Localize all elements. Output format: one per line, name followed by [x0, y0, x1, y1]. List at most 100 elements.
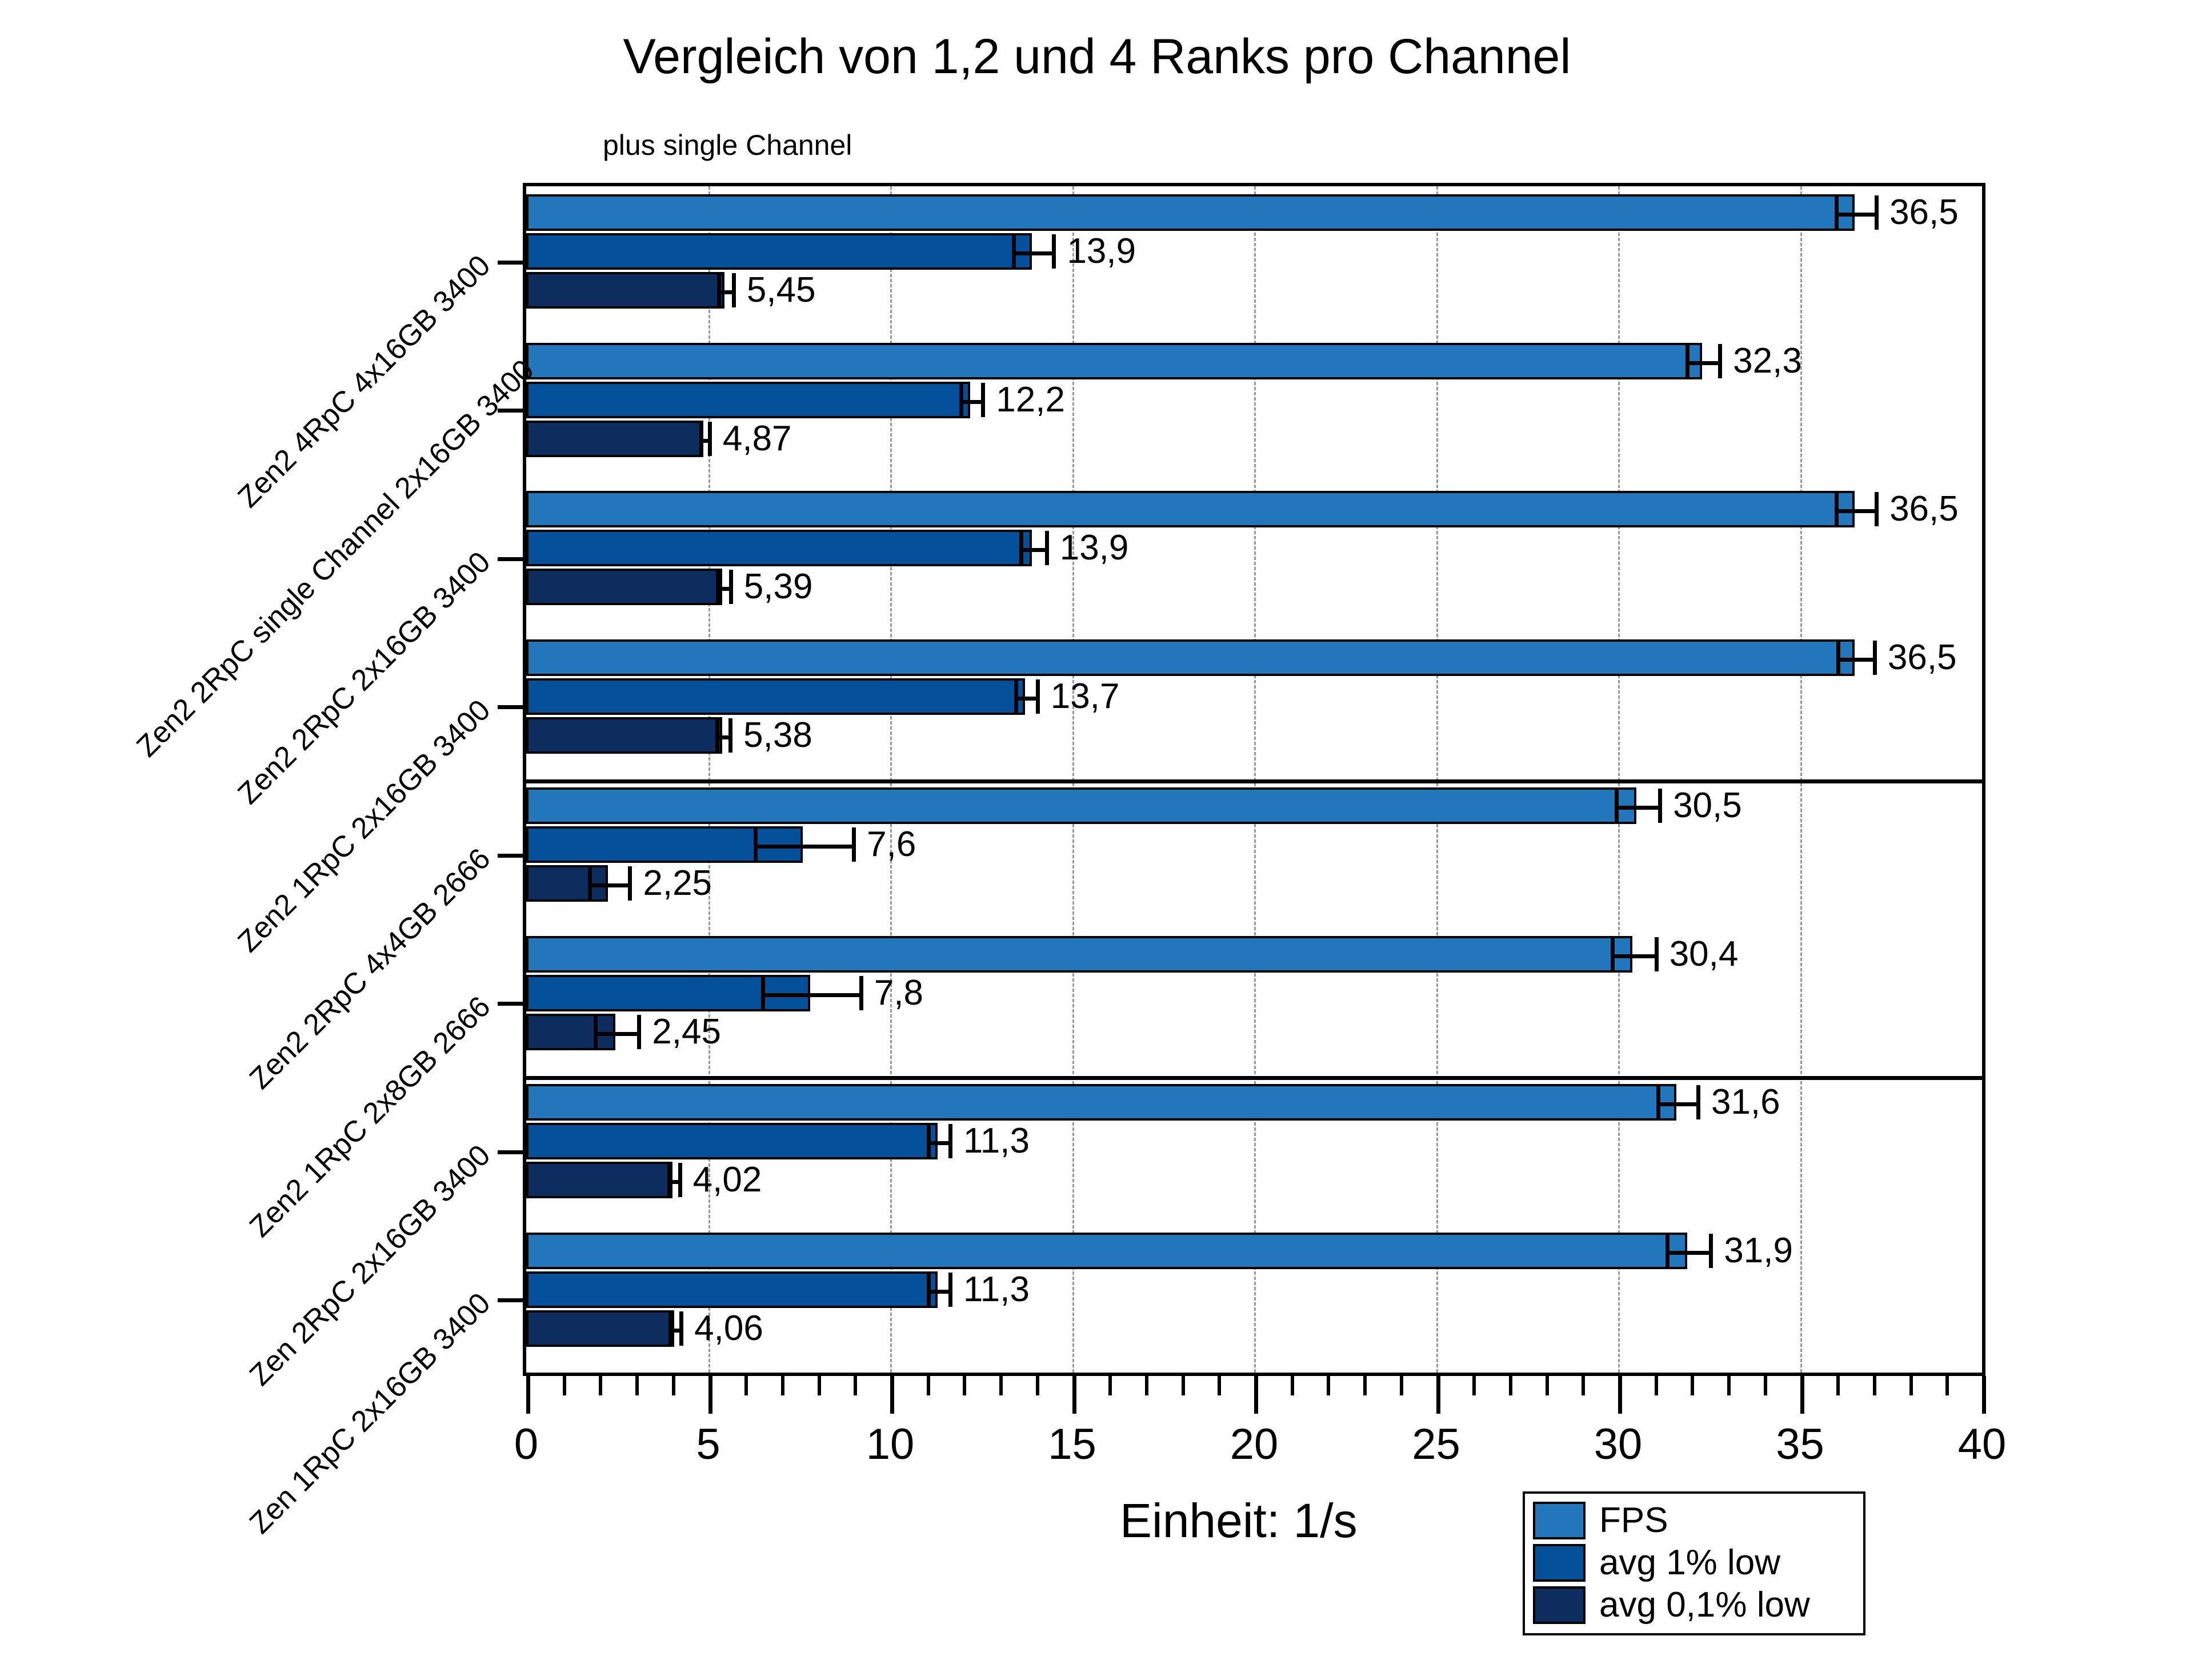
error-cap-lower: [593, 1014, 598, 1049]
x-tick-minor: [1909, 1376, 1913, 1395]
error-cap-lower: [717, 273, 722, 307]
bar-fps-7: [526, 1232, 1688, 1269]
data-label: 12,2: [996, 379, 1065, 419]
error-cap-upper: [1696, 1085, 1700, 1119]
x-tick-label: 15: [1048, 1420, 1096, 1469]
x-tick-minor: [1290, 1376, 1294, 1395]
error-cap-lower: [1656, 1085, 1660, 1119]
error-cap-lower: [926, 1272, 931, 1307]
error-bar: [926, 1141, 948, 1145]
error-cap-lower: [926, 1124, 931, 1158]
error-bar: [593, 1031, 638, 1036]
error-cap-upper: [1872, 640, 1877, 675]
data-label: 4,06: [694, 1308, 763, 1348]
error-cap-upper: [1052, 234, 1056, 269]
bar-fps-2: [526, 491, 1855, 527]
x-tick-label: 10: [866, 1420, 915, 1469]
error-cap-upper: [637, 1014, 642, 1049]
error-bar: [699, 438, 708, 443]
error-bar: [1835, 509, 1875, 513]
x-tick-minor: [1836, 1376, 1840, 1395]
bar-avg-0-1-low-2: [526, 569, 723, 605]
y-tick: [498, 557, 523, 561]
error-bar: [1835, 213, 1875, 217]
legend-item: avg 0,1% low: [1533, 1584, 1855, 1626]
x-tick-minor: [1108, 1376, 1112, 1395]
error-bar: [668, 1328, 680, 1333]
error-cap-lower: [1019, 531, 1024, 565]
error-cap-lower: [1614, 789, 1619, 823]
legend-label: FPS: [1599, 1501, 1668, 1540]
x-tick-minor: [562, 1376, 566, 1395]
x-tick-minor: [744, 1376, 748, 1395]
x-tick-major: [1436, 1376, 1440, 1414]
bar-avg-1-low-1: [526, 381, 971, 418]
x-tick-label: 40: [1957, 1420, 2007, 1469]
data-label: 5,45: [746, 270, 816, 310]
data-label: 4,87: [722, 418, 792, 458]
error-cap-upper: [1035, 679, 1040, 714]
data-label: 11,3: [963, 1269, 1030, 1309]
x-tick-major: [1618, 1376, 1622, 1414]
error-cap-upper: [859, 975, 863, 1010]
data-label: 2,25: [643, 863, 712, 903]
x-tick-minor: [1545, 1376, 1549, 1395]
data-label: 7,8: [874, 973, 924, 1013]
data-label: 4,02: [692, 1160, 762, 1199]
y-tick: [498, 853, 523, 858]
error-bar: [1019, 548, 1045, 552]
x-tick-minor: [1872, 1376, 1876, 1395]
x-tick-minor: [963, 1376, 967, 1395]
data-label: 30,5: [1673, 786, 1742, 825]
error-cap-lower: [699, 421, 703, 456]
error-cap-upper: [731, 273, 736, 307]
error-bar: [588, 883, 628, 887]
x-tick-major: [1982, 1376, 1986, 1414]
x-tick-minor: [1035, 1376, 1039, 1395]
error-cap-lower: [1665, 1233, 1669, 1268]
error-bar: [1012, 251, 1052, 255]
error-cap-upper: [707, 421, 712, 456]
error-cap-upper: [981, 382, 986, 417]
y-tick: [498, 409, 523, 413]
legend-item: FPS: [1533, 1499, 1855, 1542]
x-tick-label: 25: [1412, 1420, 1460, 1469]
legend-swatch-2: [1533, 1586, 1586, 1624]
group-separator: [526, 779, 1982, 783]
bar-fps-4: [526, 787, 1636, 824]
x-tick-minor: [1144, 1376, 1148, 1395]
bar-avg-1-low-7: [526, 1271, 938, 1308]
data-label: 5,39: [743, 567, 813, 606]
data-label: 36,5: [1887, 637, 1957, 677]
x-tick-minor: [1763, 1376, 1767, 1395]
data-label: 31,9: [1724, 1230, 1793, 1270]
error-cap-lower: [1685, 343, 1689, 378]
error-cap-lower: [1836, 640, 1841, 675]
x-tick-minor: [926, 1376, 930, 1395]
bar-avg-0-1-low-7: [526, 1310, 674, 1347]
chart-title: Vergleich von 1,2 und 4 Ranks pro Channe…: [623, 29, 1571, 84]
x-tick-minor: [999, 1376, 1003, 1395]
legend-swatch-0: [1533, 1502, 1586, 1539]
error-bar: [926, 1289, 948, 1294]
x-tick-major: [526, 1376, 530, 1414]
error-cap-lower: [754, 827, 758, 862]
x-tick-label: 20: [1230, 1420, 1279, 1469]
x-tick-minor: [1327, 1376, 1331, 1395]
legend-label: avg 0,1% low: [1599, 1585, 1810, 1625]
x-tick-label: 30: [1594, 1420, 1643, 1469]
error-cap-upper: [728, 570, 733, 604]
error-cap-upper: [1044, 531, 1049, 565]
data-label: 13,7: [1050, 676, 1120, 716]
x-tick-minor: [1472, 1376, 1476, 1395]
data-label: 13,9: [1067, 231, 1136, 271]
error-cap-upper: [728, 718, 733, 753]
error-cap-upper: [628, 866, 632, 901]
data-label: 30,4: [1669, 934, 1739, 974]
error-cap-lower: [588, 866, 592, 901]
error-cap-lower: [668, 1311, 673, 1346]
data-label: 31,6: [1711, 1082, 1780, 1122]
error-cap-lower: [715, 570, 720, 604]
x-tick-minor: [817, 1376, 821, 1395]
